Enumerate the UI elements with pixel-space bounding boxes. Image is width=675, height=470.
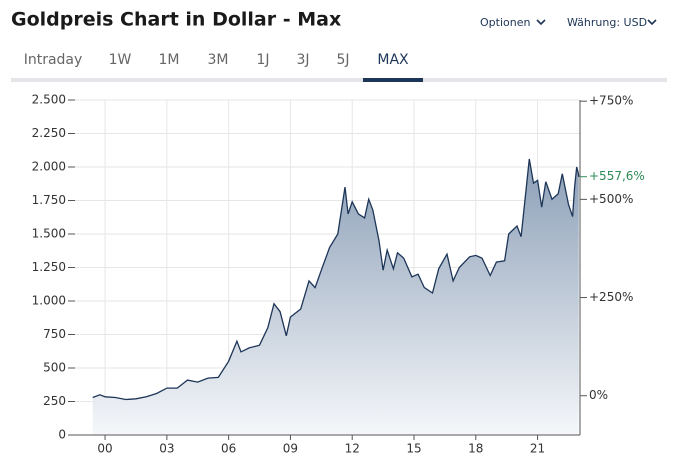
y2-tick-label: +750%: [589, 94, 633, 108]
y-tick-label: 1.000: [32, 294, 66, 308]
y2-tick-label: +500%: [589, 192, 633, 206]
tab[interactable]: 1J: [256, 52, 269, 68]
x-tick-label: 18: [468, 442, 483, 456]
y-tick-label: 500: [43, 361, 66, 375]
y-tick-label: 2.500: [32, 93, 66, 107]
tab[interactable]: MAX: [377, 52, 409, 68]
tab[interactable]: 3J: [296, 52, 309, 68]
y-tick-label: 2.000: [32, 160, 66, 174]
tab[interactable]: Intraday: [24, 52, 83, 68]
x-tick-label: 09: [283, 442, 298, 456]
y2-tick-label: 0%: [589, 388, 608, 402]
y-tick-label: 1.250: [32, 260, 66, 274]
x-tick-label: 03: [159, 442, 174, 456]
chevron: [536, 19, 546, 26]
y-tick-label: 0: [58, 428, 66, 442]
active-tab-underline: [363, 78, 423, 82]
y-tick-label: 1.500: [32, 227, 66, 241]
y2-tick-label: +250%: [589, 290, 633, 304]
currency-button[interactable]: Währung: USD: [567, 16, 647, 29]
y-tick-label: 750: [43, 327, 66, 341]
x-tick-label: 12: [345, 442, 360, 456]
options-button[interactable]: Optionen: [480, 16, 530, 29]
y-tick-label: 2.250: [32, 126, 66, 140]
y-tick-label: 250: [43, 394, 66, 408]
tab[interactable]: 3M: [208, 52, 229, 68]
tab-bar: [11, 78, 667, 82]
tab[interactable]: 1M: [159, 52, 180, 68]
x-tick-label: 06: [221, 442, 236, 456]
chart-title: Goldpreis Chart in Dollar - Max: [11, 9, 341, 31]
area: [92, 159, 579, 435]
chevron: [647, 19, 657, 26]
x-tick-label: 15: [406, 442, 421, 456]
tab[interactable]: 5J: [336, 52, 349, 68]
y-tick-label: 1.750: [32, 193, 66, 207]
line: [92, 158, 580, 401]
tab[interactable]: 1W: [109, 52, 132, 68]
x-tick-label: 21: [530, 442, 545, 456]
change-label: +557,6%: [589, 169, 645, 183]
x-tick-label: 00: [97, 442, 112, 456]
